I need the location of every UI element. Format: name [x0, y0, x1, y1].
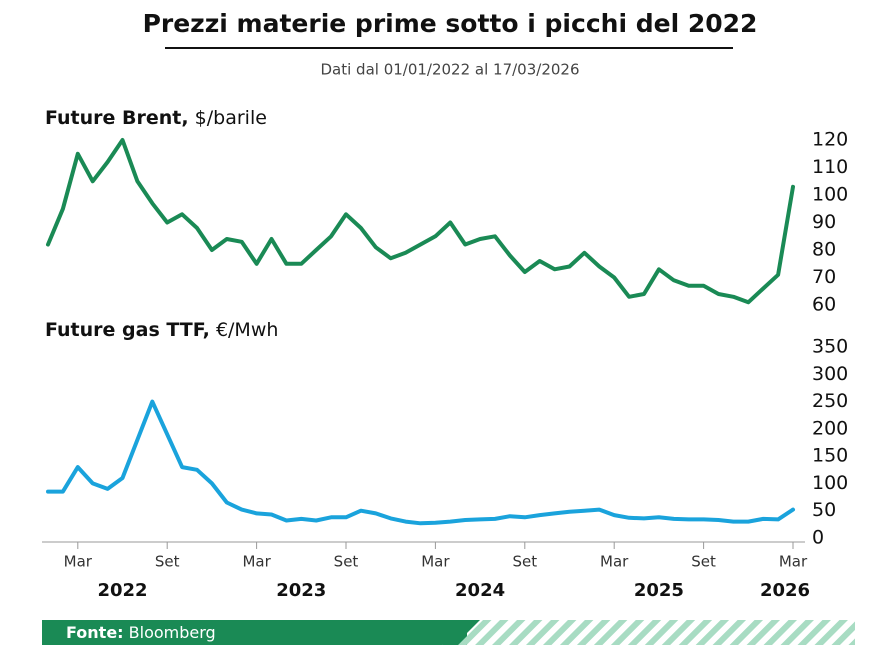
panel-title: Future Brent,: [45, 107, 189, 129]
y-tick-label: 100: [812, 472, 848, 494]
year-label: 2022: [97, 580, 147, 601]
x-tick-label: Mar: [242, 553, 271, 571]
y-tick-label: 60: [812, 294, 836, 316]
y-tick-label: 90: [812, 211, 836, 233]
y-tick-label: 110: [812, 156, 848, 178]
y-tick-label: 150: [812, 445, 848, 467]
source-name: Bloomberg: [129, 623, 216, 642]
y-tick-label: 70: [812, 266, 836, 288]
y-tick-label: 50: [812, 499, 836, 521]
x-tick-label: Mar: [421, 553, 450, 571]
source-bar-tip: [442, 620, 480, 645]
series-line: [46, 138, 795, 305]
y-tick-label: 350: [812, 336, 848, 358]
series-line: [46, 399, 795, 526]
y-tick-label: 250: [812, 390, 848, 412]
panel-unit: €/Mwh: [216, 319, 278, 341]
subtitle: Dati dal 01/01/2022 al 17/03/2026: [320, 61, 579, 79]
year-label: 2023: [276, 580, 326, 601]
x-tick-label: Mar: [600, 553, 629, 571]
y-tick-label: 80: [812, 239, 836, 261]
y-tick-label: 0: [812, 527, 824, 549]
year-label: 2025: [634, 580, 684, 601]
source-stripes: [442, 620, 855, 645]
y-tick-label: 120: [812, 129, 848, 151]
x-tick-label: Mar: [779, 553, 808, 571]
source-text: Fonte: Bloomberg: [66, 623, 216, 642]
panel-unit: $/barile: [195, 107, 267, 129]
chart-title: Prezzi materie prime sotto i picchi del …: [143, 9, 758, 38]
year-label: 2024: [455, 580, 505, 601]
x-tick-label: Set: [155, 553, 180, 571]
y-tick-label: 100: [812, 184, 848, 206]
y-tick-label: 300: [812, 363, 848, 385]
panel-label: Future gas TTF, €/Mwh: [45, 319, 278, 341]
x-tick-label: Mar: [64, 553, 93, 571]
x-tick-label: Set: [512, 553, 537, 571]
year-label: 2026: [760, 580, 810, 601]
y-tick-label: 200: [812, 417, 848, 439]
panel-title: Future gas TTF,: [45, 319, 210, 341]
source-label: Fonte:: [66, 623, 124, 642]
source-bar: [42, 620, 467, 645]
panel-label: Future Brent, $/barile: [45, 107, 267, 129]
x-tick-label: Set: [691, 553, 716, 571]
x-tick-label: Set: [334, 553, 359, 571]
